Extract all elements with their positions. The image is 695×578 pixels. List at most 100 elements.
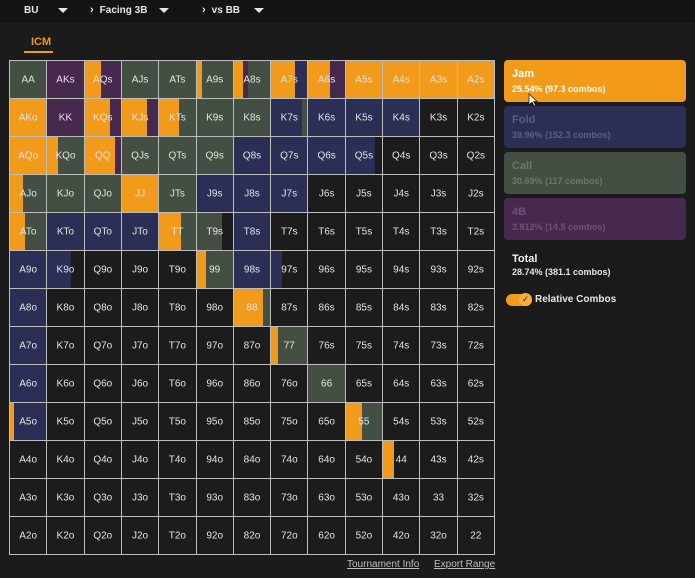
hand-cell[interactable]: KJs	[121, 99, 160, 137]
scenario-dropdown[interactable]: › Facing 3B	[90, 3, 170, 17]
hand-cell[interactable]: ATo	[10, 213, 48, 251]
hand-cell[interactable]: QJs	[121, 137, 160, 175]
hand-cell[interactable]: T2s	[457, 213, 495, 251]
hand-cell[interactable]: A8s	[233, 61, 272, 99]
hand-cell[interactable]: T9s	[196, 213, 234, 251]
hand-cell[interactable]: 97s	[271, 251, 309, 289]
hand-cell[interactable]: 84o	[233, 441, 272, 479]
hand-cell[interactable]: 64o	[308, 441, 346, 479]
hand-cell[interactable]: 55	[345, 403, 384, 441]
hand-cell[interactable]: KK	[47, 99, 85, 137]
action-call-button[interactable]: Call 30.69% (117 combos)	[504, 152, 686, 194]
hand-cell[interactable]: JTs	[159, 175, 197, 213]
hand-cell[interactable]: K4o	[47, 441, 85, 479]
hand-cell[interactable]: 98s	[233, 251, 272, 289]
hand-cell[interactable]: 73o	[271, 479, 309, 517]
hand-cell[interactable]: K8s	[233, 99, 272, 137]
action-fourbet-button[interactable]: 4B 3.812% (14.5 combos)	[504, 198, 686, 240]
hand-cell[interactable]: J4o	[121, 441, 160, 479]
hand-cell[interactable]: J4s	[383, 175, 421, 213]
hand-cell[interactable]: A6o	[10, 365, 48, 403]
hand-cell[interactable]: J7s	[271, 175, 309, 213]
tab-icm[interactable]: ICM	[31, 36, 52, 48]
hand-cell[interactable]: Q7s	[271, 137, 309, 175]
hand-cell[interactable]: 77	[271, 327, 309, 365]
hand-cell[interactable]: 86s	[308, 289, 346, 327]
hand-cell[interactable]: 96s	[308, 251, 346, 289]
hand-cell[interactable]: T9o	[159, 251, 197, 289]
hand-cell[interactable]: 43s	[420, 441, 458, 479]
hand-cell[interactable]: AJo	[10, 175, 48, 213]
hand-cell[interactable]: KQo	[47, 137, 85, 175]
hand-cell[interactable]: K6s	[308, 99, 346, 137]
hand-cell[interactable]: QJo	[84, 175, 122, 213]
hand-cell[interactable]: 95o	[196, 403, 234, 441]
relative-combos-toggle[interactable]: ✓	[506, 293, 532, 306]
hand-cell[interactable]: 63s	[420, 365, 458, 403]
hand-cell[interactable]: 33	[420, 479, 458, 517]
hand-cell[interactable]: AQs	[84, 61, 122, 99]
hand-cell[interactable]: 74o	[271, 441, 309, 479]
hand-cell[interactable]: K3o	[47, 479, 85, 517]
hand-cell[interactable]: Q3s	[420, 137, 458, 175]
hand-cell[interactable]: Q3o	[84, 479, 122, 517]
hand-cell[interactable]: JTo	[121, 213, 160, 251]
tournament-info-link[interactable]: Tournament Info	[347, 559, 420, 570]
hand-cell[interactable]: AKs	[47, 61, 85, 99]
hand-cell[interactable]: 44	[383, 441, 421, 479]
hand-cell[interactable]: T4o	[159, 441, 197, 479]
hand-cell[interactable]: A5s	[345, 61, 384, 99]
hand-cell[interactable]: A9s	[196, 61, 234, 99]
hand-cell[interactable]: 22	[457, 517, 495, 555]
hand-cell[interactable]: KTo	[47, 213, 85, 251]
hand-cell[interactable]: T5o	[159, 403, 197, 441]
hand-cell[interactable]: 53o	[345, 479, 384, 517]
hand-cell[interactable]: K9s	[196, 99, 234, 137]
hand-cell[interactable]: J3s	[420, 175, 458, 213]
hand-cell[interactable]: A7o	[10, 327, 48, 365]
hand-cell[interactable]: A3o	[10, 479, 48, 517]
hand-cell[interactable]: K5s	[345, 99, 384, 137]
hand-cell[interactable]: AQo	[10, 137, 48, 175]
hand-cell[interactable]: 83o	[233, 479, 272, 517]
hand-cell[interactable]: K3s	[420, 99, 458, 137]
hand-cell[interactable]: Q5o	[84, 403, 122, 441]
hand-cell[interactable]: 42s	[457, 441, 495, 479]
hand-cell[interactable]: T6s	[308, 213, 346, 251]
hand-cell[interactable]: Q2s	[457, 137, 495, 175]
hand-cell[interactable]: 54s	[383, 403, 421, 441]
hand-cell[interactable]: 87o	[233, 327, 272, 365]
opponent-dropdown[interactable]: › vs BB	[202, 3, 265, 17]
hand-cell[interactable]: K9o	[47, 251, 85, 289]
hand-cell[interactable]: J2o	[121, 517, 160, 555]
hand-cell[interactable]: 32s	[457, 479, 495, 517]
hand-cell[interactable]: 54o	[345, 441, 384, 479]
hand-cell[interactable]: T8o	[159, 289, 197, 327]
hand-cell[interactable]: 52o	[345, 517, 384, 555]
hand-cell[interactable]: 63o	[308, 479, 346, 517]
hand-cell[interactable]: KQs	[84, 99, 122, 137]
hand-cell[interactable]: T5s	[345, 213, 384, 251]
hand-cell[interactable]: J8s	[233, 175, 272, 213]
hand-cell[interactable]: K7o	[47, 327, 85, 365]
hand-cell[interactable]: 75s	[345, 327, 384, 365]
hand-cell[interactable]: A8o	[10, 289, 48, 327]
hand-cell[interactable]: K6o	[47, 365, 85, 403]
hand-cell[interactable]: K2s	[457, 99, 495, 137]
hand-cell[interactable]: 92s	[457, 251, 495, 289]
hand-cell[interactable]: Q8s	[233, 137, 272, 175]
hand-cell[interactable]: A2o	[10, 517, 48, 555]
hand-cell[interactable]: 73s	[420, 327, 458, 365]
hand-cell[interactable]: K5o	[47, 403, 85, 441]
hand-cell[interactable]: 72s	[457, 327, 495, 365]
hand-cell[interactable]: T7o	[159, 327, 197, 365]
hand-cell[interactable]: 92o	[196, 517, 234, 555]
hand-cell[interactable]: J6o	[121, 365, 160, 403]
export-range-link[interactable]: Export Range	[434, 559, 496, 570]
hand-cell[interactable]: 95s	[345, 251, 384, 289]
hand-cell[interactable]: KJo	[47, 175, 85, 213]
position-dropdown[interactable]: BU	[24, 3, 69, 17]
hand-cell[interactable]: J2s	[457, 175, 495, 213]
hand-cell[interactable]: Q9o	[84, 251, 122, 289]
hand-cell[interactable]: Q8o	[84, 289, 122, 327]
